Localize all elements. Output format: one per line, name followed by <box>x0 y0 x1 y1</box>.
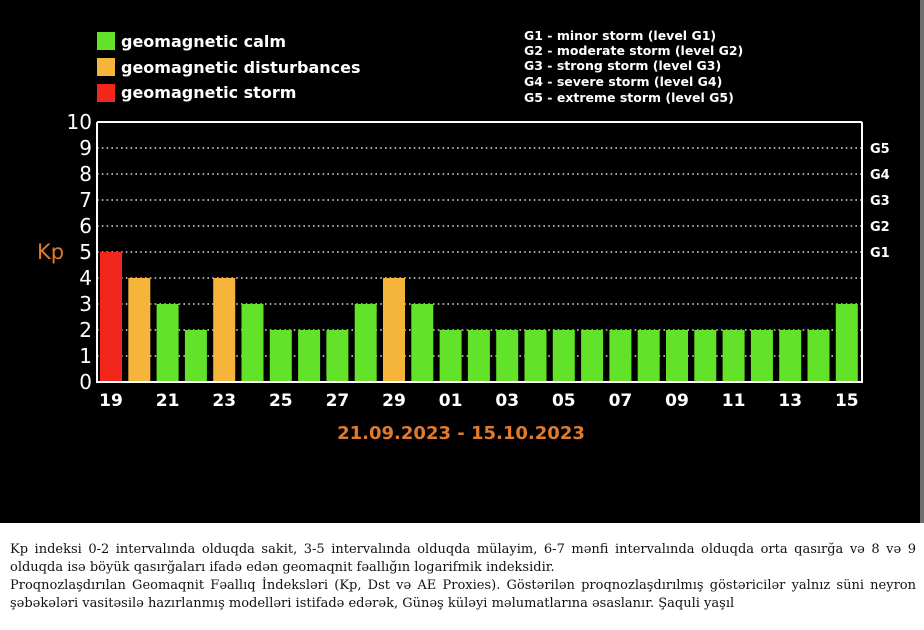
bar-6 <box>269 330 292 382</box>
x-tick-label-11: 11 <box>722 391 746 411</box>
y-tick-label-7: 7 <box>79 188 92 212</box>
x-tick-label-21: 21 <box>156 391 180 411</box>
chart-panel: geomagnetic calm geomagnetic disturbance… <box>0 0 924 523</box>
x-tick-label-23: 23 <box>212 391 236 411</box>
bar-19 <box>637 330 660 382</box>
bar-16 <box>552 330 575 382</box>
bar-12 <box>439 330 462 382</box>
bar-25 <box>807 330 830 382</box>
x-tick-label-05: 05 <box>552 391 576 411</box>
bar-14 <box>496 330 519 382</box>
axes <box>96 121 863 383</box>
x-tick-label-29: 29 <box>382 391 406 411</box>
storm-level-g1: G1 - minor storm (level G1) <box>524 28 716 43</box>
x-tick-label-01: 01 <box>439 391 463 411</box>
legend-label-calm: geomagnetic calm <box>121 32 286 51</box>
legend-swatch-calm <box>97 32 115 50</box>
y-tick-label-6: 6 <box>79 214 92 238</box>
x-tick-label-03: 03 <box>495 391 519 411</box>
caption-paragraph-1: Kp indeksi 0-2 intervalında olduqda saki… <box>10 542 916 575</box>
bar-3 <box>184 330 207 382</box>
bar-11 <box>411 304 434 382</box>
storm-level-g4: G4 - severe storm (level G4) <box>524 74 722 89</box>
y-tick-label-0: 0 <box>79 370 92 394</box>
caption-paragraph-2: Proqnozlaşdırılan Geomaqnit Fəallıq İnde… <box>10 578 916 611</box>
x-tick-label-09: 09 <box>665 391 689 411</box>
kp-index-chart: geomagnetic calm geomagnetic disturbance… <box>37 28 890 444</box>
storm-tick-g3: G3 <box>870 194 890 209</box>
storm-level-g2: G2 - moderate storm (level G2) <box>524 43 743 58</box>
y-tick-label-5: 5 <box>79 240 92 264</box>
x-tick-label-15: 15 <box>835 391 859 411</box>
x-tick-label-13: 13 <box>778 391 802 411</box>
y-tick-label-9: 9 <box>79 136 92 160</box>
x-tick-label-27: 27 <box>326 391 350 411</box>
storm-level-legend: G1 - minor storm (level G1) G2 - moderat… <box>524 28 743 105</box>
legend: geomagnetic calm geomagnetic disturbance… <box>97 32 361 102</box>
legend-label-disturbances: geomagnetic disturbances <box>121 58 361 77</box>
y-axis-label: Kp <box>37 240 64 264</box>
x-tick-label-07: 07 <box>609 391 633 411</box>
storm-tick-g1: G1 <box>870 246 890 261</box>
legend-swatch-storm <box>97 84 115 102</box>
legend-label-storm: geomagnetic storm <box>121 83 296 102</box>
x-tick-label-19: 19 <box>99 391 123 411</box>
bar-1 <box>128 278 151 382</box>
bar-24 <box>779 330 802 382</box>
storm-tick-g4: G4 <box>870 168 890 183</box>
x-ticks: 19 21 23 25 27 29 01 03 05 07 09 11 13 15 <box>99 391 858 411</box>
bar-15 <box>524 330 547 382</box>
storm-level-g3: G3 - strong storm (level G3) <box>524 58 721 73</box>
bar-9 <box>354 304 377 382</box>
legend-swatch-disturbances <box>97 58 115 76</box>
bar-5 <box>241 304 264 382</box>
date-range-subtitle: 21.09.2023 - 15.10.2023 <box>337 423 585 444</box>
bar-17 <box>581 330 604 382</box>
storm-level-ticks: G1 G2 G3 G4 G5 <box>870 142 890 261</box>
bar-13 <box>467 330 490 382</box>
y-tick-label-2: 2 <box>79 318 92 342</box>
bar-7 <box>298 330 321 382</box>
bar-8 <box>326 330 349 382</box>
storm-level-g5: G5 - extreme storm (level G5) <box>524 90 734 105</box>
bar-4 <box>213 278 236 382</box>
bar-22 <box>722 330 745 382</box>
bar-21 <box>694 330 717 382</box>
bar-0 <box>100 252 122 382</box>
bars <box>100 252 858 382</box>
gridlines <box>97 121 862 357</box>
bar-23 <box>750 330 773 382</box>
bar-20 <box>666 330 688 382</box>
caption: Kp indeksi 0-2 intervalında olduqda saki… <box>10 541 916 613</box>
y-tick-label-10: 10 <box>67 110 92 134</box>
y-tick-label-4: 4 <box>79 266 92 290</box>
bar-2 <box>156 304 179 382</box>
bar-10 <box>383 278 405 382</box>
y-tick-label-8: 8 <box>79 162 92 186</box>
x-tick-label-25: 25 <box>269 391 293 411</box>
bar-26 <box>835 304 858 382</box>
y-tick-label-3: 3 <box>79 292 92 316</box>
y-tick-label-1: 1 <box>79 344 92 368</box>
storm-tick-g2: G2 <box>870 220 890 235</box>
storm-tick-g5: G5 <box>870 142 890 157</box>
bar-18 <box>609 330 632 382</box>
